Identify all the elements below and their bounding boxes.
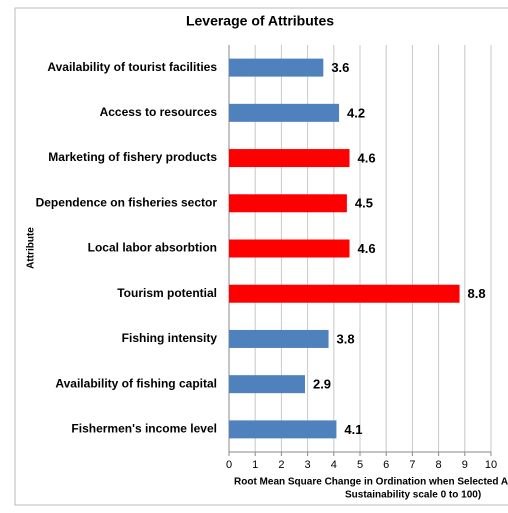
y-tick-label: Fishermen's income level xyxy=(71,422,217,436)
x-tick-label: 9 xyxy=(462,459,468,471)
y-tick-label: Availability of fishing capital xyxy=(55,376,217,390)
value-label: 3.8 xyxy=(337,331,355,346)
y-tick-label: Tourism potential xyxy=(117,286,217,300)
bar xyxy=(229,329,329,348)
x-tick-label: 7 xyxy=(409,459,415,471)
x-tick-label: 5 xyxy=(357,459,363,471)
bar xyxy=(229,194,347,213)
y-tick-label: Availability of tourist facilities xyxy=(47,60,217,74)
value-label: 8.8 xyxy=(468,286,486,301)
value-label: 4.2 xyxy=(347,105,365,120)
value-label: 4.1 xyxy=(344,422,362,437)
bar xyxy=(229,239,350,258)
x-axis-label: Root Mean Square Change in Ordination wh… xyxy=(234,477,508,488)
x-tick-label: 4 xyxy=(331,459,337,471)
y-tick-label: Marketing of fishery products xyxy=(48,150,217,164)
bar xyxy=(229,103,340,122)
value-label: 2.9 xyxy=(313,377,331,392)
value-label: 4.5 xyxy=(355,196,373,211)
bar xyxy=(229,420,337,439)
value-label: 4.6 xyxy=(358,150,376,165)
chart-title: Leverage of Attributes xyxy=(186,13,334,29)
x-tick-label: 10 xyxy=(485,459,497,471)
bar xyxy=(229,58,324,77)
y-tick-label: Fishing intensity xyxy=(122,331,218,345)
x-tick-label: 6 xyxy=(383,459,389,471)
value-label: 3.6 xyxy=(331,60,349,75)
bar xyxy=(229,284,460,303)
y-tick-label: Access to resources xyxy=(100,105,218,119)
bar xyxy=(229,375,305,394)
x-axis-label: Sustainability scale 0 to 100) xyxy=(345,490,481,501)
y-axis-label: Attribute xyxy=(26,227,37,269)
x-tick-label: 0 xyxy=(226,459,232,471)
x-tick-label: 8 xyxy=(436,459,442,471)
value-label: 4.6 xyxy=(358,241,376,256)
y-tick-label: Local labor absorbtion xyxy=(88,241,217,255)
x-tick-label: 1 xyxy=(252,459,258,471)
y-tick-label: Dependence on fisheries sector xyxy=(36,195,218,209)
bar xyxy=(229,149,350,168)
x-tick-label: 3 xyxy=(305,459,311,471)
x-tick-label: 2 xyxy=(278,459,284,471)
